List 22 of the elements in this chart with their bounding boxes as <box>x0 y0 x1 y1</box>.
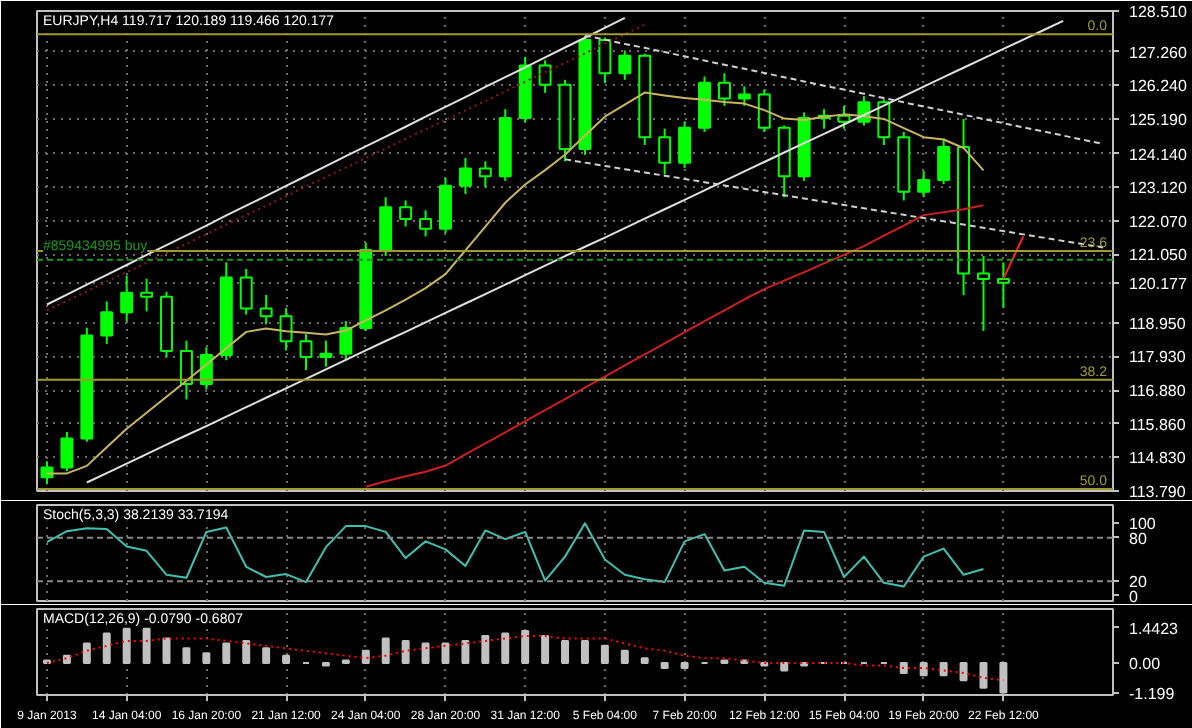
y-tick-label: 128.510 <box>1129 3 1188 21</box>
y-tick-label: 0 <box>1129 587 1139 606</box>
y-tick-label: 80 <box>1129 529 1148 548</box>
y-tick-label: 115.860 <box>1129 415 1187 434</box>
y-tick-label: 122.070 <box>1129 213 1188 231</box>
y-tick-label: 120.177 <box>1129 274 1188 293</box>
y-tick-label: 127.260 <box>1129 43 1188 62</box>
y-tick-label: -1.199 <box>1129 684 1176 703</box>
y-tick-label: 121.050 <box>1129 246 1188 265</box>
y-tick-label: 117.930 <box>1129 348 1187 366</box>
y-tick-label: 116.880 <box>1129 382 1187 401</box>
y-tick-label: 124.140 <box>1129 145 1188 164</box>
y-tick-label: 100 <box>1129 515 1157 534</box>
y-tick-label: 126.240 <box>1129 77 1188 96</box>
y-tick-label: 20 <box>1129 573 1148 592</box>
y-tick-label: 118.950 <box>1129 314 1187 333</box>
y-tick-label: 0.00 <box>1129 655 1162 674</box>
y-tick-label: 125.190 <box>1129 111 1188 130</box>
y-tick-label: 123.120 <box>1129 178 1188 197</box>
y-tick-label: 1.4423 <box>1129 619 1180 638</box>
y-tick-label: 113.790 <box>1129 483 1187 501</box>
y-tick-label: 114.830 <box>1129 449 1187 468</box>
